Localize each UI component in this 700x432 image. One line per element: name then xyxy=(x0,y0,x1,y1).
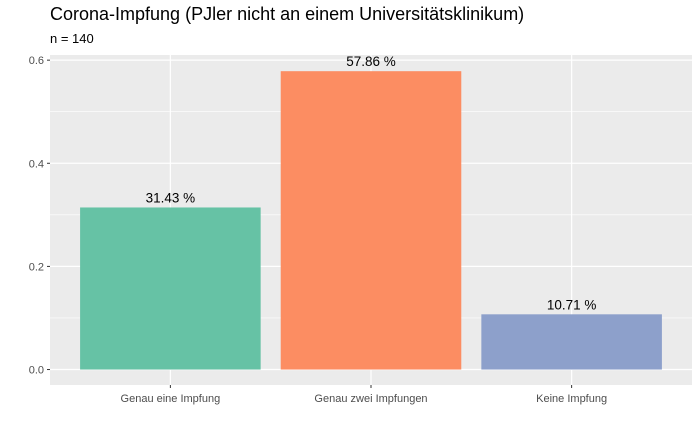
data-labels: 31.43 % 57.86 % 10.71 % xyxy=(146,54,597,312)
x-tick-label: Keine Impfung xyxy=(536,393,607,405)
bar xyxy=(80,207,261,370)
y-tick-label: 0.6 xyxy=(29,55,44,67)
y-tick-label: 0.4 xyxy=(29,158,44,170)
data-label: 31.43 % xyxy=(146,190,196,205)
chart-title: Corona-Impfung (PJler nicht an einem Uni… xyxy=(50,4,525,24)
y-tick-label: 0.2 xyxy=(29,261,44,273)
data-label: 10.71 % xyxy=(547,297,597,312)
chart-subtitle: n = 140 xyxy=(50,31,94,46)
x-tick-label: Genau zwei Impfungen xyxy=(314,393,427,405)
x-tick-label: Genau eine Impfung xyxy=(121,393,221,405)
bar xyxy=(481,314,662,370)
x-axis: Genau eine Impfung Genau zwei Impfungen Ke… xyxy=(121,385,607,405)
y-tick-label: 0.0 xyxy=(29,365,44,377)
bars xyxy=(80,71,662,370)
data-label: 57.86 % xyxy=(346,54,396,69)
y-axis: 0.0 0.2 0.4 0.6 xyxy=(29,55,50,377)
bar xyxy=(280,71,462,370)
